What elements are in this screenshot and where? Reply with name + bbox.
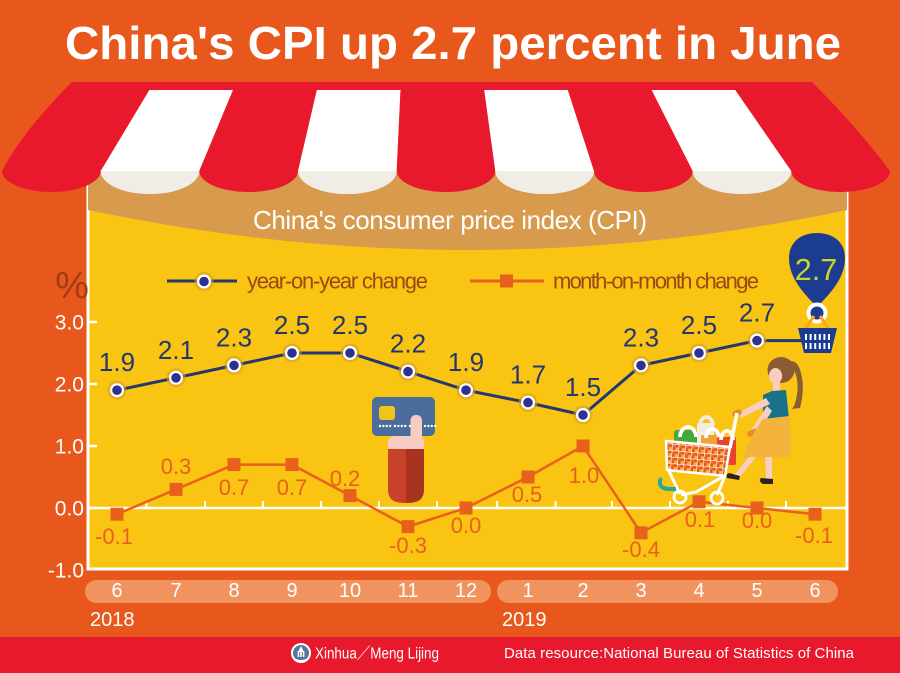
svg-text:2.1: 2.1 <box>158 335 194 365</box>
svg-text:3: 3 <box>635 580 646 602</box>
svg-text:3.0: 3.0 <box>55 312 84 335</box>
svg-text:1: 1 <box>522 580 533 602</box>
svg-text:2018: 2018 <box>90 609 135 631</box>
svg-text:0.0: 0.0 <box>742 508 773 533</box>
svg-text:10: 10 <box>339 580 361 602</box>
svg-text:5: 5 <box>751 580 762 602</box>
svg-text:9: 9 <box>286 580 297 602</box>
svg-text:2.3: 2.3 <box>623 322 659 352</box>
svg-text:6: 6 <box>111 580 122 602</box>
svg-text:1.0: 1.0 <box>569 463 600 488</box>
svg-text:0.5: 0.5 <box>512 482 543 507</box>
svg-text:2.2: 2.2 <box>390 329 426 359</box>
svg-text:2.0: 2.0 <box>55 374 84 397</box>
svg-text:0.0: 0.0 <box>55 498 84 521</box>
svg-text:-0.1: -0.1 <box>795 523 833 548</box>
svg-text:Xinhua／Meng Lijing: Xinhua／Meng Lijing <box>315 646 439 663</box>
svg-text:1.0: 1.0 <box>55 436 84 459</box>
svg-text:%: % <box>55 265 89 307</box>
svg-text:2.7: 2.7 <box>739 298 775 328</box>
svg-text:1.7: 1.7 <box>510 360 546 390</box>
svg-text:-0.3: -0.3 <box>389 533 427 558</box>
svg-text:month-on-month change: month-on-month change <box>553 269 759 294</box>
svg-text:2.5: 2.5 <box>274 310 310 340</box>
svg-text:7: 7 <box>170 580 181 602</box>
svg-text:1.5: 1.5 <box>565 372 601 402</box>
svg-text:-0.1: -0.1 <box>95 524 133 549</box>
svg-text:Data resource:National Bureau: Data resource:National Bureau of Statist… <box>504 645 855 662</box>
svg-text:2.3: 2.3 <box>216 322 252 352</box>
svg-text:4: 4 <box>693 580 704 602</box>
svg-text:2.5: 2.5 <box>681 310 717 340</box>
svg-text:China's consumer price index (: China's consumer price index (CPI) <box>253 205 647 235</box>
svg-text:-1.0: -1.0 <box>48 560 84 583</box>
svg-text:2: 2 <box>577 580 588 602</box>
svg-text:0.7: 0.7 <box>277 475 308 500</box>
svg-text:12: 12 <box>455 580 477 602</box>
svg-text:8: 8 <box>228 580 239 602</box>
svg-text:6: 6 <box>809 580 820 602</box>
svg-text:0.2: 0.2 <box>330 466 361 491</box>
svg-text:China's CPI up 2.7 percent in: China's CPI up 2.7 percent in June <box>65 17 841 69</box>
svg-text:1.9: 1.9 <box>99 347 135 377</box>
svg-text:2.5: 2.5 <box>332 310 368 340</box>
svg-text:1.9: 1.9 <box>448 347 484 377</box>
svg-text:0.0: 0.0 <box>451 513 482 538</box>
svg-text:0.7: 0.7 <box>219 475 250 500</box>
svg-text:0.1: 0.1 <box>685 507 716 532</box>
svg-text:-0.4: -0.4 <box>622 537 660 562</box>
svg-text:2019: 2019 <box>502 609 547 631</box>
svg-text:11: 11 <box>398 580 419 602</box>
svg-text:2.7: 2.7 <box>795 253 837 287</box>
svg-text:year-on-year change: year-on-year change <box>247 269 428 294</box>
svg-text:0.3: 0.3 <box>161 454 192 479</box>
